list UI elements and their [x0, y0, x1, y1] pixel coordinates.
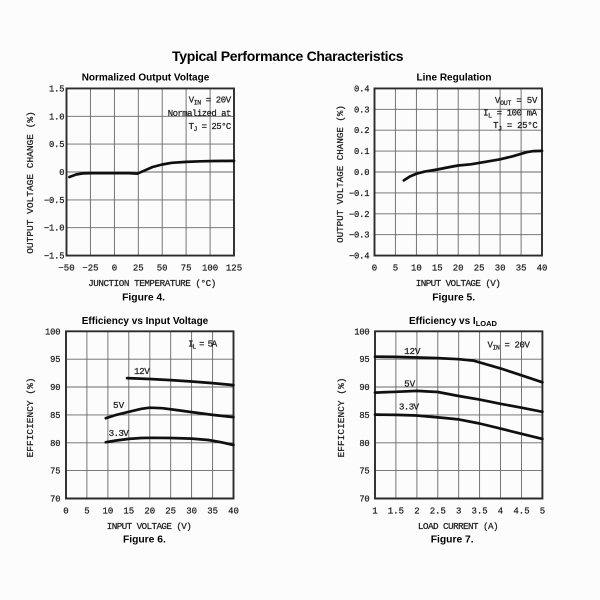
svg-text:TJ = 25°C: TJ = 25°C — [493, 121, 538, 132]
svg-text:30: 30 — [186, 506, 197, 516]
svg-text:Normalized Output Voltage: Normalized Output Voltage — [82, 73, 210, 84]
svg-text:OUTPUT VOLTAGE CHANGE (%): OUTPUT VOLTAGE CHANGE (%) — [25, 111, 36, 254]
svg-text:80: 80 — [50, 439, 60, 449]
svg-text:20: 20 — [144, 506, 155, 516]
svg-text:JUNCTION TEMPERATURE (°C): JUNCTION TEMPERATURE (°C) — [88, 278, 216, 289]
svg-text:3.3V: 3.3V — [109, 428, 130, 439]
svg-text:Figure 7.: Figure 7. — [431, 535, 474, 546]
svg-text:100: 100 — [354, 327, 369, 337]
svg-text:0: 0 — [63, 506, 68, 516]
svg-text:75: 75 — [181, 263, 192, 273]
svg-text:VIN = 20V: VIN = 20V — [189, 95, 232, 106]
svg-text:0.0: 0.0 — [354, 168, 369, 178]
svg-text:Efficiency vs ILOAD: Efficiency vs ILOAD — [409, 316, 498, 328]
svg-text:−25: −25 — [82, 263, 98, 273]
svg-text:Typical Performance Characteri: Typical Performance Characteristics — [172, 48, 404, 64]
svg-text:85: 85 — [359, 411, 369, 421]
svg-text:30: 30 — [495, 263, 506, 273]
svg-text:70: 70 — [50, 495, 60, 505]
svg-text:0: 0 — [372, 263, 377, 273]
svg-text:−50: −50 — [58, 263, 74, 273]
svg-text:100: 100 — [202, 263, 218, 273]
svg-text:1.5: 1.5 — [49, 84, 64, 94]
svg-text:INPUT VOLTAGE (V): INPUT VOLTAGE (V) — [107, 521, 192, 532]
svg-text:12V: 12V — [134, 366, 150, 377]
svg-text:90: 90 — [359, 383, 369, 393]
svg-text:25: 25 — [165, 506, 176, 516]
svg-text:0.4: 0.4 — [354, 84, 369, 94]
svg-text:−0.1: −0.1 — [349, 189, 369, 199]
svg-text:−1.5: −1.5 — [44, 252, 64, 262]
svg-text:2.5: 2.5 — [430, 506, 446, 516]
svg-text:OUTPUT VOLTAGE CHANGE (%): OUTPUT VOLTAGE CHANGE (%) — [335, 105, 346, 243]
svg-text:40: 40 — [537, 263, 548, 273]
svg-text:LOAD CURRENT (A): LOAD CURRENT (A) — [418, 521, 498, 532]
svg-text:4.5: 4.5 — [513, 506, 529, 516]
svg-text:75: 75 — [359, 467, 369, 477]
svg-text:VIN = 20V: VIN = 20V — [487, 341, 530, 352]
svg-text:Normalized at: Normalized at — [168, 109, 231, 119]
svg-text:90: 90 — [50, 383, 60, 393]
svg-text:TJ = 25°C: TJ = 25°C — [189, 122, 232, 133]
svg-text:IL = 100 mA: IL = 100 mA — [483, 108, 538, 119]
svg-text:5V: 5V — [113, 400, 125, 411]
svg-text:−0.4: −0.4 — [349, 252, 369, 262]
svg-text:15: 15 — [432, 263, 443, 273]
svg-text:−0.5: −0.5 — [44, 196, 64, 206]
svg-text:5: 5 — [540, 506, 545, 516]
svg-text:Efficiency vs Input Voltage: Efficiency vs Input Voltage — [82, 316, 209, 327]
svg-text:5: 5 — [393, 263, 398, 273]
svg-text:70: 70 — [359, 495, 369, 505]
svg-text:Figure 6.: Figure 6. — [123, 535, 166, 546]
svg-text:35: 35 — [207, 506, 218, 516]
svg-text:125: 125 — [226, 263, 242, 273]
svg-text:85: 85 — [50, 411, 60, 421]
svg-text:0: 0 — [112, 263, 117, 273]
svg-text:95: 95 — [50, 355, 60, 365]
svg-text:Figure 4.: Figure 4. — [122, 292, 165, 303]
svg-text:3: 3 — [456, 506, 461, 516]
svg-text:3.5: 3.5 — [471, 506, 487, 516]
svg-text:1: 1 — [372, 506, 377, 516]
svg-text:1.0: 1.0 — [49, 112, 64, 122]
svg-text:EFFICIENCY (%): EFFICIENCY (%) — [336, 378, 347, 458]
svg-text:95: 95 — [359, 355, 369, 365]
svg-text:25: 25 — [474, 263, 485, 273]
svg-text:−1.0: −1.0 — [44, 224, 64, 234]
svg-text:10: 10 — [411, 263, 422, 273]
svg-text:0.3: 0.3 — [354, 105, 369, 115]
svg-text:0.1: 0.1 — [354, 147, 369, 157]
svg-text:2: 2 — [414, 506, 419, 516]
svg-text:5: 5 — [84, 506, 89, 516]
svg-text:INPUT VOLTAGE (V): INPUT VOLTAGE (V) — [416, 278, 501, 289]
svg-text:−0.3: −0.3 — [349, 231, 369, 241]
svg-text:12V: 12V — [404, 346, 421, 357]
svg-text:1.5: 1.5 — [388, 506, 404, 516]
svg-text:25: 25 — [133, 263, 144, 273]
svg-text:Line Regulation: Line Regulation — [417, 73, 492, 84]
svg-text:EFFICIENCY (%): EFFICIENCY (%) — [25, 378, 36, 458]
svg-text:15: 15 — [123, 506, 134, 516]
svg-text:−0.2: −0.2 — [349, 210, 369, 220]
svg-text:4: 4 — [498, 506, 503, 516]
svg-text:75: 75 — [50, 467, 60, 477]
svg-text:35: 35 — [516, 263, 527, 273]
svg-text:80: 80 — [359, 439, 369, 449]
svg-text:IL = 5A: IL = 5A — [188, 340, 218, 351]
svg-text:40: 40 — [228, 506, 239, 516]
svg-text:10: 10 — [102, 506, 113, 516]
svg-text:Figure 5.: Figure 5. — [432, 292, 475, 303]
svg-text:0: 0 — [59, 168, 64, 178]
svg-text:0.5: 0.5 — [49, 140, 64, 150]
svg-text:3.3V: 3.3V — [399, 402, 420, 413]
svg-text:0.2: 0.2 — [354, 126, 369, 136]
svg-text:5V: 5V — [404, 379, 416, 390]
svg-text:VOUT = 5V: VOUT = 5V — [495, 96, 538, 107]
svg-text:20: 20 — [453, 263, 464, 273]
svg-text:100: 100 — [45, 327, 60, 337]
svg-text:50: 50 — [157, 263, 168, 273]
